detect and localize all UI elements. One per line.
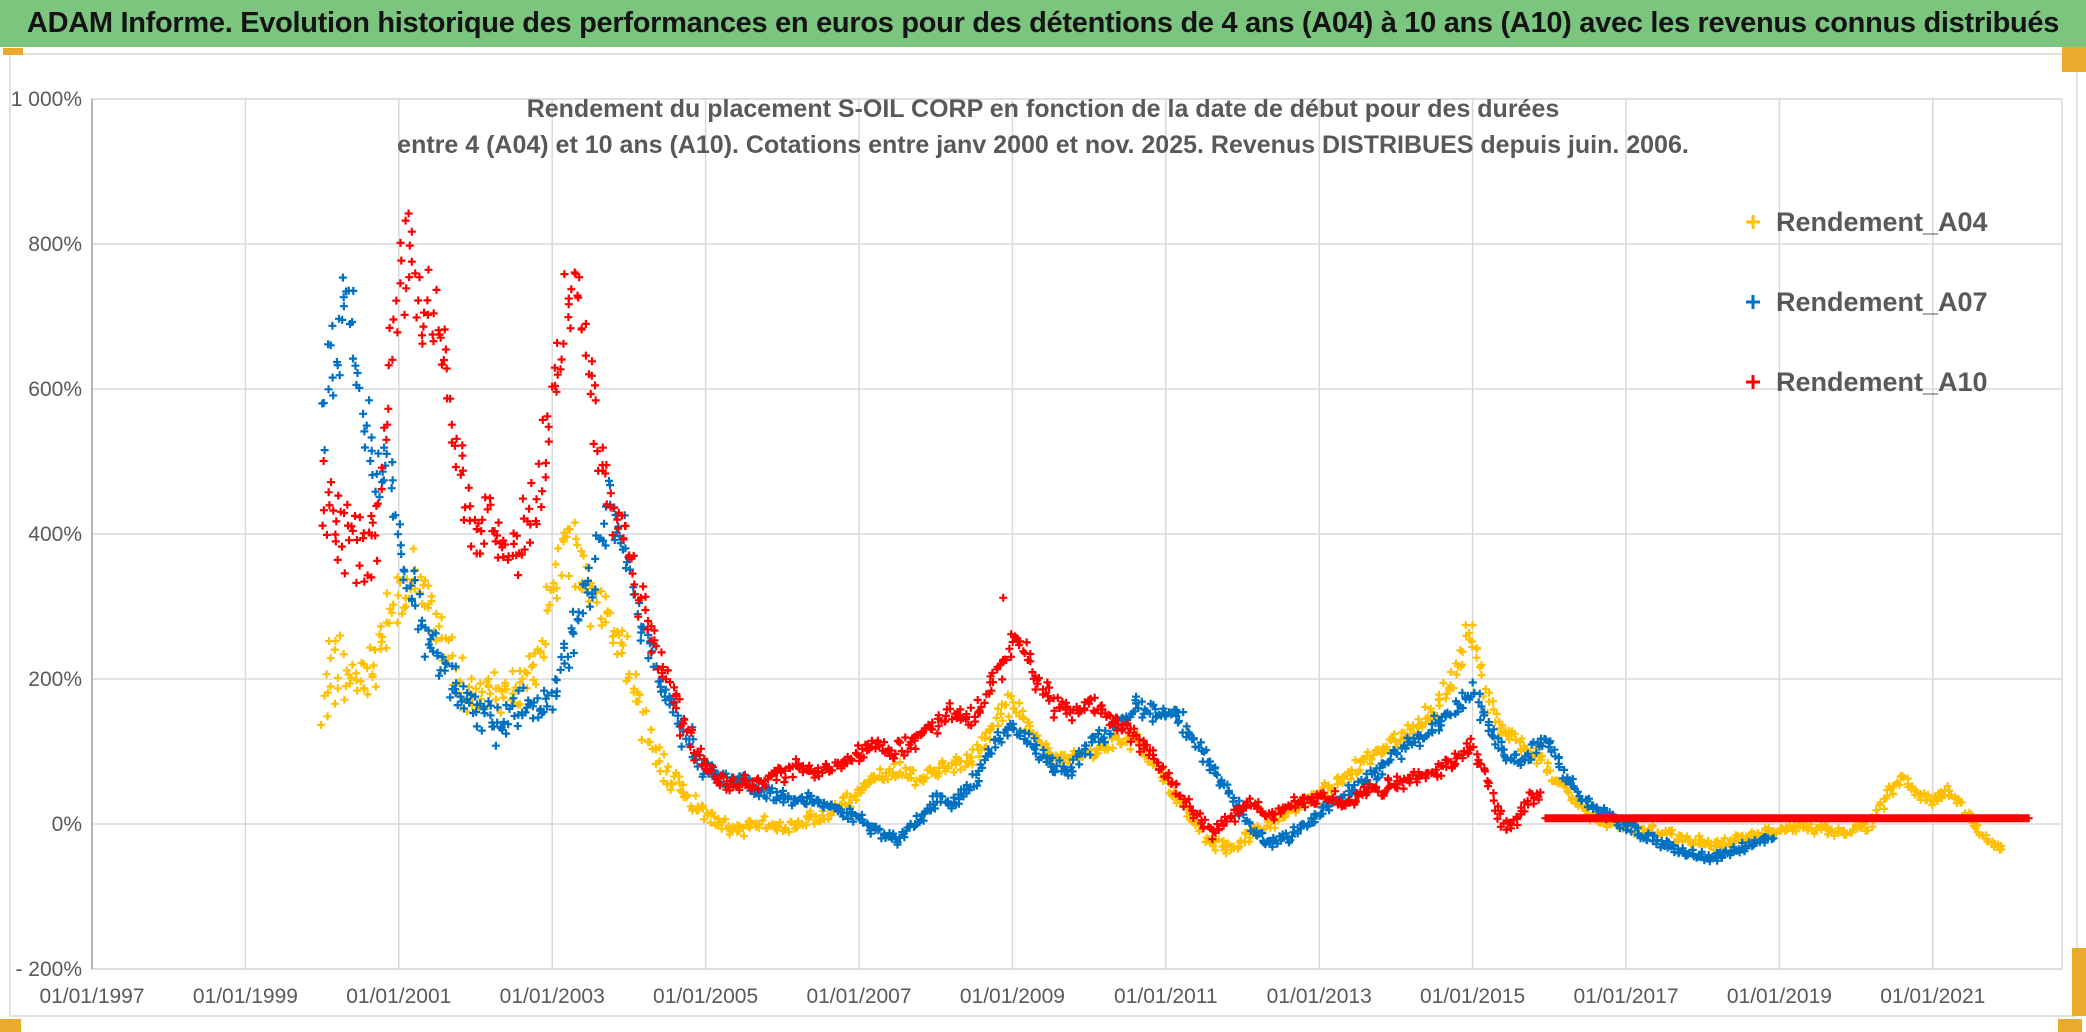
y-tick-label: - 200% — [15, 958, 82, 981]
y-tick-label: 200% — [28, 668, 82, 691]
series-rendement_a04 — [317, 518, 2006, 858]
yellow-accent — [3, 48, 23, 55]
x-tick-label: 01/01/2017 — [1573, 985, 1678, 1008]
performance-scatter-chart: 1 000% 800% 600% 400% 200% 0% - 200% 01/01/199… — [0, 47, 2086, 1032]
legend-label-a10: Rendement_A10 — [1776, 367, 1988, 397]
x-tick-label: 01/01/1999 — [193, 985, 298, 1008]
x-tick-label: 01/01/2011 — [1114, 985, 1218, 1008]
x-tick-label: 01/01/2009 — [960, 985, 1065, 1008]
legend-item-rendement-a04: Rendement_A04 — [1746, 207, 1988, 237]
legend-marker-a10-icon — [1746, 375, 1760, 389]
scatter-series — [317, 209, 2033, 866]
x-tick-label: 01/01/2007 — [806, 985, 911, 1008]
chart-area: 1 000% 800% 600% 400% 200% 0% - 200% 01/01/199… — [0, 47, 2086, 1032]
series-rendement_a10 — [318, 209, 2033, 844]
legend-label-a04: Rendement_A04 — [1776, 207, 1988, 237]
chart-legend: Rendement_A04 Rendement_A07 Rendement_A1… — [1746, 207, 1988, 397]
banner-title: ADAM Informe. Evolution historique des p… — [26, 7, 2060, 39]
y-tick-label: 1 000% — [11, 88, 82, 111]
legend-marker-a04-icon — [1746, 215, 1760, 229]
x-axis-labels: 01/01/1997 01/01/1999 01/01/2001 01/01/2003… — [39, 985, 1985, 1008]
x-tick-label: 01/01/2005 — [653, 985, 758, 1008]
yellow-accent — [2062, 47, 2086, 72]
legend-marker-a07-icon — [1746, 295, 1760, 309]
y-tick-label: 0% — [52, 813, 82, 836]
x-tick-label: 01/01/2019 — [1727, 985, 1832, 1008]
y-tick-label: 600% — [28, 378, 82, 401]
y-tick-label: 800% — [28, 233, 82, 256]
x-tick-label: 01/01/2021 — [1880, 985, 1985, 1008]
legend-item-rendement-a10: Rendement_A10 — [1746, 367, 1988, 397]
yellow-accent-marks — [0, 47, 2086, 1032]
yellow-accent — [2072, 948, 2086, 1016]
banner: ADAM Informe. Evolution historique des p… — [0, 0, 2086, 47]
yellow-accent — [0, 1019, 21, 1032]
gridlines — [91, 98, 2062, 970]
y-tick-label: 400% — [28, 523, 82, 546]
x-tick-label: 01/01/2001 — [346, 985, 451, 1008]
x-tick-label: 01/01/1997 — [39, 985, 144, 1008]
legend-item-rendement-a07: Rendement_A07 — [1746, 287, 1988, 317]
x-tick-label: 01/01/2003 — [500, 985, 605, 1008]
chart-title-line1: Rendement du placement S-OIL CORP en fon… — [527, 95, 1560, 123]
chart-outer-border — [9, 53, 2078, 1017]
x-tick-label: 01/01/2013 — [1267, 985, 1372, 1008]
chart-title-line2: entre 4 (A04) et 10 ans (A10). Cotations… — [397, 131, 1689, 159]
series-rendement_a07 — [318, 273, 1778, 866]
yellow-accent — [2058, 1019, 2082, 1032]
y-axis-labels: 1 000% 800% 600% 400% 200% 0% - 200% — [11, 88, 82, 981]
legend-label-a07: Rendement_A07 — [1776, 287, 1988, 317]
x-tick-label: 01/01/2015 — [1420, 985, 1525, 1008]
